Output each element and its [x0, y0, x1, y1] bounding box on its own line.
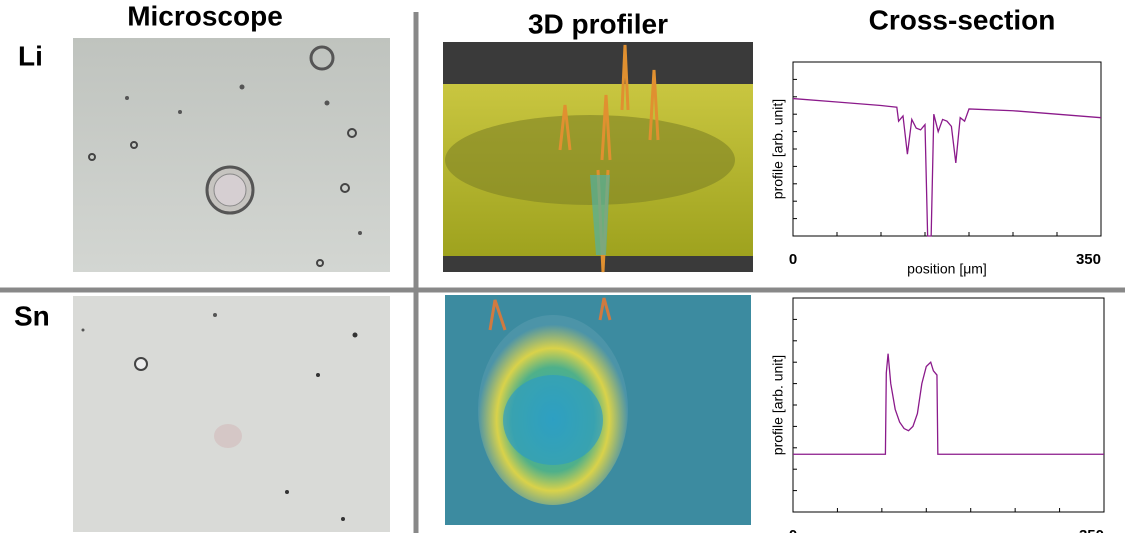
microscope-image: [73, 38, 390, 272]
profile-line: [793, 99, 1101, 236]
x-tick-label: 0: [789, 527, 797, 533]
microscope-image: [73, 296, 390, 532]
x-tick-label: 350: [1076, 251, 1101, 268]
page: Microscope 3D profiler Cross-section Li …: [0, 0, 1125, 533]
x-tick-label: 350: [1079, 527, 1104, 533]
x-tick-label: 0: [789, 251, 797, 268]
column-title: Microscope: [127, 0, 283, 31]
profiler-image: [443, 42, 753, 272]
y-axis-label: profile [arb. unit]: [770, 99, 786, 199]
row-label: Li: [18, 40, 43, 71]
column-title: Cross-section: [869, 4, 1056, 35]
row-label: Sn: [14, 300, 50, 331]
x-axis-label: position [μm]: [907, 261, 987, 277]
y-axis-label: profile [arb. unit]: [770, 355, 786, 455]
plot-frame: [793, 62, 1101, 236]
plot-frame: [793, 298, 1104, 512]
profiler-image: [445, 295, 751, 525]
column-title: 3D profiler: [528, 8, 668, 39]
figure: Microscope 3D profiler Cross-section Li …: [0, 0, 1125, 533]
profile-line: [793, 354, 1104, 455]
